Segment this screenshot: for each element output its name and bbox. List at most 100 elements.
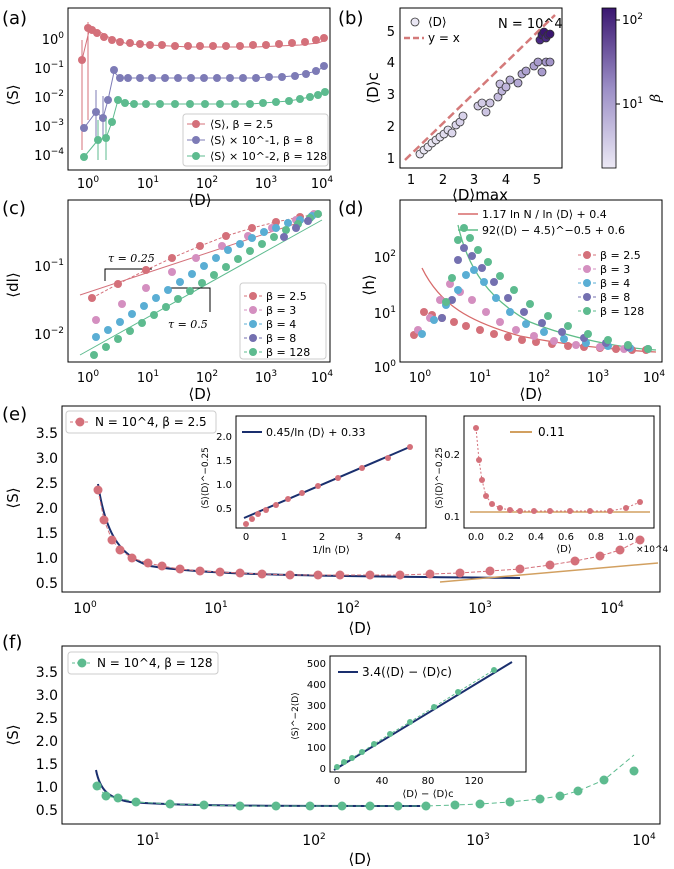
axes-d bbox=[399, 199, 663, 363]
legend-f-label: N = 10^4, β = 128 bbox=[97, 656, 213, 670]
panel-c: τ = 0.25 τ = 0.5 bbox=[4, 199, 333, 403]
svg-text:10−2: 10−2 bbox=[34, 89, 64, 106]
svg-text:3.0: 3.0 bbox=[36, 451, 58, 467]
svg-text:104: 104 bbox=[632, 832, 656, 849]
panel-a: 100 101 102 103 104 100 10−1 10−2 10−3 1… bbox=[4, 7, 333, 209]
axis-e-xlabel: ⟨D⟩ bbox=[348, 619, 371, 637]
svg-text:400: 400 bbox=[307, 680, 326, 691]
fit-d-1: 92(⟨D⟩ − 4.5)^−0.5 + 0.6 bbox=[482, 224, 625, 237]
svg-text:100: 100 bbox=[409, 369, 432, 386]
svg-text:5: 5 bbox=[387, 25, 395, 40]
axis-d-ticks: 100 101 102 103 104 100 101 102 bbox=[374, 249, 666, 386]
panel-f: 101 102 103 104 0.5 1.0 1.5 2.0 2.5 3.0 … bbox=[4, 645, 661, 868]
svg-text:β = 128: β = 128 bbox=[600, 305, 644, 318]
legend-d: β = 2.5 β = 3 β = 4 β = 8 β = 128 bbox=[578, 249, 644, 318]
panel-label-b: (b) bbox=[338, 8, 363, 29]
axes-a bbox=[67, 7, 331, 171]
svg-text:1.0: 1.0 bbox=[36, 780, 58, 796]
series-f bbox=[92, 754, 639, 811]
svg-text:103: 103 bbox=[468, 600, 492, 617]
svg-text:40: 40 bbox=[376, 776, 389, 787]
svg-text:102: 102 bbox=[196, 175, 218, 192]
series-a-red bbox=[78, 22, 328, 150]
axis-a-ylabel: ⟨S⟩ bbox=[4, 84, 22, 105]
axis-d-xlabel: ⟨D⟩ bbox=[519, 385, 542, 403]
inset-e2-xlabel: ⟨D⟩ bbox=[556, 544, 572, 555]
panel-b: 1 2 3 4 5 1 2 3 4 5 ⟨D⟩max ⟨D⟩c ⟨D⟩ y = … bbox=[364, 7, 664, 204]
svg-text:0.1: 0.1 bbox=[444, 512, 460, 523]
svg-text:3.5: 3.5 bbox=[36, 665, 58, 681]
svg-text:102: 102 bbox=[374, 249, 396, 266]
svg-text:101: 101 bbox=[204, 600, 228, 617]
svg-text:2.5: 2.5 bbox=[36, 711, 58, 727]
svg-text:101: 101 bbox=[374, 305, 396, 322]
svg-text:100: 100 bbox=[77, 175, 100, 192]
svg-text:101: 101 bbox=[137, 369, 159, 386]
legend-f: N = 10^4, β = 128 bbox=[67, 651, 219, 675]
axes-e bbox=[61, 405, 661, 593]
svg-text:1.0: 1.0 bbox=[36, 551, 58, 567]
svg-text:1: 1 bbox=[407, 173, 415, 188]
svg-text:103: 103 bbox=[255, 369, 277, 386]
svg-text:102: 102 bbox=[196, 369, 218, 386]
svg-text:104: 104 bbox=[600, 600, 624, 617]
axis-f-ylabel: ⟨S⟩ bbox=[4, 724, 22, 745]
svg-text:0.2: 0.2 bbox=[444, 450, 460, 461]
panel-label-d: (d) bbox=[338, 198, 363, 219]
svg-text:10−4: 10−4 bbox=[34, 147, 64, 164]
svg-text:101: 101 bbox=[469, 369, 491, 386]
inset-f-fit: 3.4(⟨D⟩ − ⟨D⟩c) bbox=[362, 665, 452, 679]
svg-text:100: 100 bbox=[77, 369, 100, 386]
axes-b bbox=[399, 7, 563, 169]
svg-text:104: 104 bbox=[643, 369, 666, 386]
svg-text:3: 3 bbox=[387, 88, 395, 103]
svg-text:3.0: 3.0 bbox=[36, 688, 58, 704]
series-a-green bbox=[80, 88, 329, 161]
svg-text:1: 1 bbox=[281, 532, 287, 543]
series-a-violet bbox=[80, 62, 328, 140]
svg-text:2.0: 2.0 bbox=[36, 501, 58, 517]
svg-text:0.4: 0.4 bbox=[528, 532, 544, 543]
svg-text:0.5: 0.5 bbox=[36, 803, 58, 819]
svg-text:102: 102 bbox=[336, 600, 360, 617]
legend-a: ⟨S⟩, β = 2.5 ⟨S⟩ × 10^-1, β = 8 ⟨S⟩ × 10… bbox=[182, 113, 329, 167]
inset-e1-xlabel: 1/ln ⟨D⟩ bbox=[312, 545, 350, 556]
svg-text:10−1: 10−1 bbox=[34, 258, 64, 275]
svg-text:102: 102 bbox=[528, 369, 550, 386]
svg-text:10−3: 10−3 bbox=[34, 118, 64, 135]
svg-text:3.5: 3.5 bbox=[36, 426, 58, 442]
svg-text:120: 120 bbox=[464, 776, 483, 787]
panel-label-e: (e) bbox=[2, 404, 27, 425]
colorbar bbox=[601, 7, 617, 169]
svg-text:101: 101 bbox=[136, 832, 160, 849]
legend-b-0: ⟨D⟩ bbox=[428, 15, 447, 29]
svg-text:0: 0 bbox=[334, 776, 340, 787]
svg-text:100: 100 bbox=[73, 600, 97, 617]
axis-c-xlabel: ⟨D⟩ bbox=[188, 385, 211, 403]
axis-b-ylabel: ⟨D⟩c bbox=[364, 72, 382, 104]
axis-c-ylabel: ⟨dl⟩ bbox=[4, 272, 22, 297]
svg-text:1.0: 1.0 bbox=[618, 532, 634, 543]
svg-text:4: 4 bbox=[395, 532, 401, 543]
inset-e2-fit: 0.11 bbox=[538, 425, 565, 439]
svg-text:200: 200 bbox=[307, 722, 326, 733]
axis-b-xlabel: ⟨D⟩max bbox=[452, 186, 508, 204]
inset-e2-multiplier: ×10^4 bbox=[636, 545, 669, 555]
svg-text:0: 0 bbox=[320, 764, 326, 775]
svg-text:1.0: 1.0 bbox=[216, 480, 232, 491]
axes-f bbox=[61, 645, 661, 825]
svg-text:3: 3 bbox=[470, 173, 478, 188]
legend-a-0: ⟨S⟩, β = 2.5 bbox=[210, 118, 273, 131]
svg-text:100: 100 bbox=[42, 31, 65, 48]
legend-a-1: ⟨S⟩ × 10^-1, β = 8 bbox=[210, 134, 313, 147]
scatter-b bbox=[415, 27, 555, 159]
svg-text:0.6: 0.6 bbox=[558, 532, 574, 543]
series-d-blue bbox=[418, 266, 634, 352]
svg-text:101: 101 bbox=[137, 175, 159, 192]
svg-text:102: 102 bbox=[622, 12, 643, 27]
series-c-green bbox=[90, 210, 322, 359]
axis-a-ticks: 100 101 102 103 104 100 10−1 10−2 10−3 1… bbox=[34, 31, 333, 192]
annotation-tau-025: τ = 0.25 bbox=[108, 252, 155, 265]
legend-e-label: N = 10^4, β = 2.5 bbox=[95, 415, 207, 429]
